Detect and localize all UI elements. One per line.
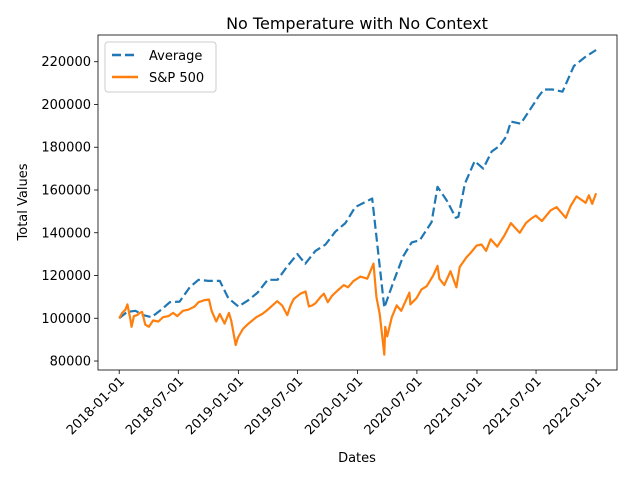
chart-title: No Temperature with No Context — [226, 14, 488, 33]
y-axis-label: Total Values — [16, 163, 31, 241]
y-tick-label: 200000 — [41, 98, 91, 113]
y-tick-label: 80000 — [50, 355, 91, 370]
y-tick-label: 220000 — [41, 55, 91, 70]
series-line-sp500 — [118, 192, 598, 356]
legend: Average S&P 500 — [104, 41, 217, 93]
series-line-average — [118, 49, 597, 320]
legend-label-average: Average — [149, 49, 202, 64]
y-tick-label: 160000 — [41, 184, 91, 199]
x-axis-label: Dates — [338, 451, 376, 466]
y-tick-label: 100000 — [41, 312, 91, 327]
y-tick-label: 180000 — [41, 141, 91, 156]
plot-lines — [118, 49, 598, 356]
y-axis: 80000 100000 120000 140000 160000 180000 20000… — [41, 55, 98, 370]
y-tick-label: 140000 — [41, 226, 91, 241]
y-tick-label: 120000 — [41, 269, 91, 284]
legend-label-sp500: S&P 500 — [149, 71, 204, 86]
